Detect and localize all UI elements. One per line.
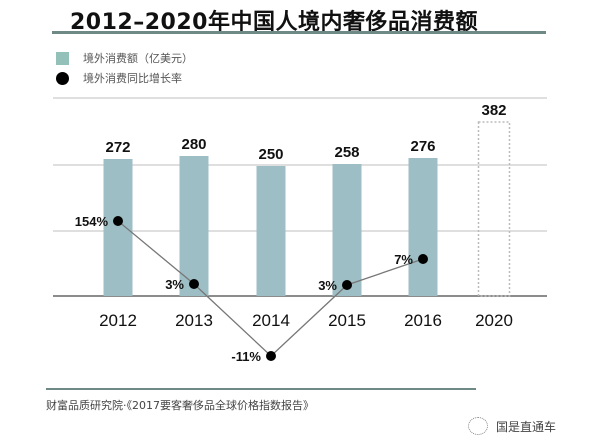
x-tick-label: 2016: [404, 311, 442, 330]
legend: 境外消费额（亿美元） 境外消费同比增长率: [56, 48, 193, 88]
legend-item-bar: 境外消费额（亿美元）: [56, 48, 193, 68]
wechat-icon: [468, 417, 488, 435]
x-tick-label: 2015: [328, 311, 366, 330]
bar-value-label: 250: [258, 146, 283, 163]
bar-value-label: 276: [410, 138, 435, 155]
title-divider: [52, 31, 546, 34]
bar: [332, 164, 362, 296]
bar: [179, 156, 209, 296]
bar-value-label: 280: [181, 136, 206, 153]
bar: [256, 166, 286, 296]
growth-dot: [266, 351, 276, 361]
footer-divider: [46, 388, 476, 390]
bar: [103, 159, 133, 296]
growth-value-label: 154%: [75, 214, 109, 229]
watermark-text: 国是直通车: [496, 419, 557, 434]
growth-value-label: 7%: [394, 252, 413, 267]
growth-value-label: 3%: [318, 278, 337, 293]
dot-marker-icon: [56, 71, 69, 85]
legend-dot-label: 境外消费同比增长率: [83, 72, 182, 85]
growth-dot: [342, 280, 352, 290]
watermark: 国是直通车: [468, 417, 556, 435]
bar: [408, 158, 438, 296]
bar-value-label: 258: [334, 144, 359, 161]
growth-value-label: 3%: [165, 277, 184, 292]
growth-dot: [113, 216, 123, 226]
x-tick-label: 2012: [99, 311, 137, 330]
bar-value-label: 272: [105, 139, 130, 156]
growth-dot: [418, 254, 428, 264]
legend-item-dot: 境外消费同比增长率: [56, 68, 193, 88]
x-axis-labels: 2012 2013 2014 2015 2016 2020: [99, 311, 513, 330]
x-tick-label: 2020: [475, 311, 513, 330]
bar-projected: [477, 121, 511, 297]
source-note: 财富品质研究院·《2017要客奢侈品全球价格指数报告》: [46, 399, 314, 412]
gridlines: [53, 97, 547, 297]
x-tick-label: 2013: [175, 311, 213, 330]
chart-title: 2012–2020年中国人境内奢侈品消费额: [70, 10, 478, 35]
bar-value-label: 382: [481, 102, 506, 119]
legend-bar-label: 境外消费额（亿美元）: [83, 52, 193, 65]
growth-value-label: -11%: [231, 349, 261, 364]
growth-line-series: 154% 3% -11% 3% 7%: [75, 214, 428, 364]
bar-swatch-icon: [56, 51, 69, 65]
growth-dot: [189, 279, 199, 289]
x-tick-label: 2014: [252, 311, 290, 330]
bar-series: 272 280 250 258 276 382: [103, 102, 511, 297]
